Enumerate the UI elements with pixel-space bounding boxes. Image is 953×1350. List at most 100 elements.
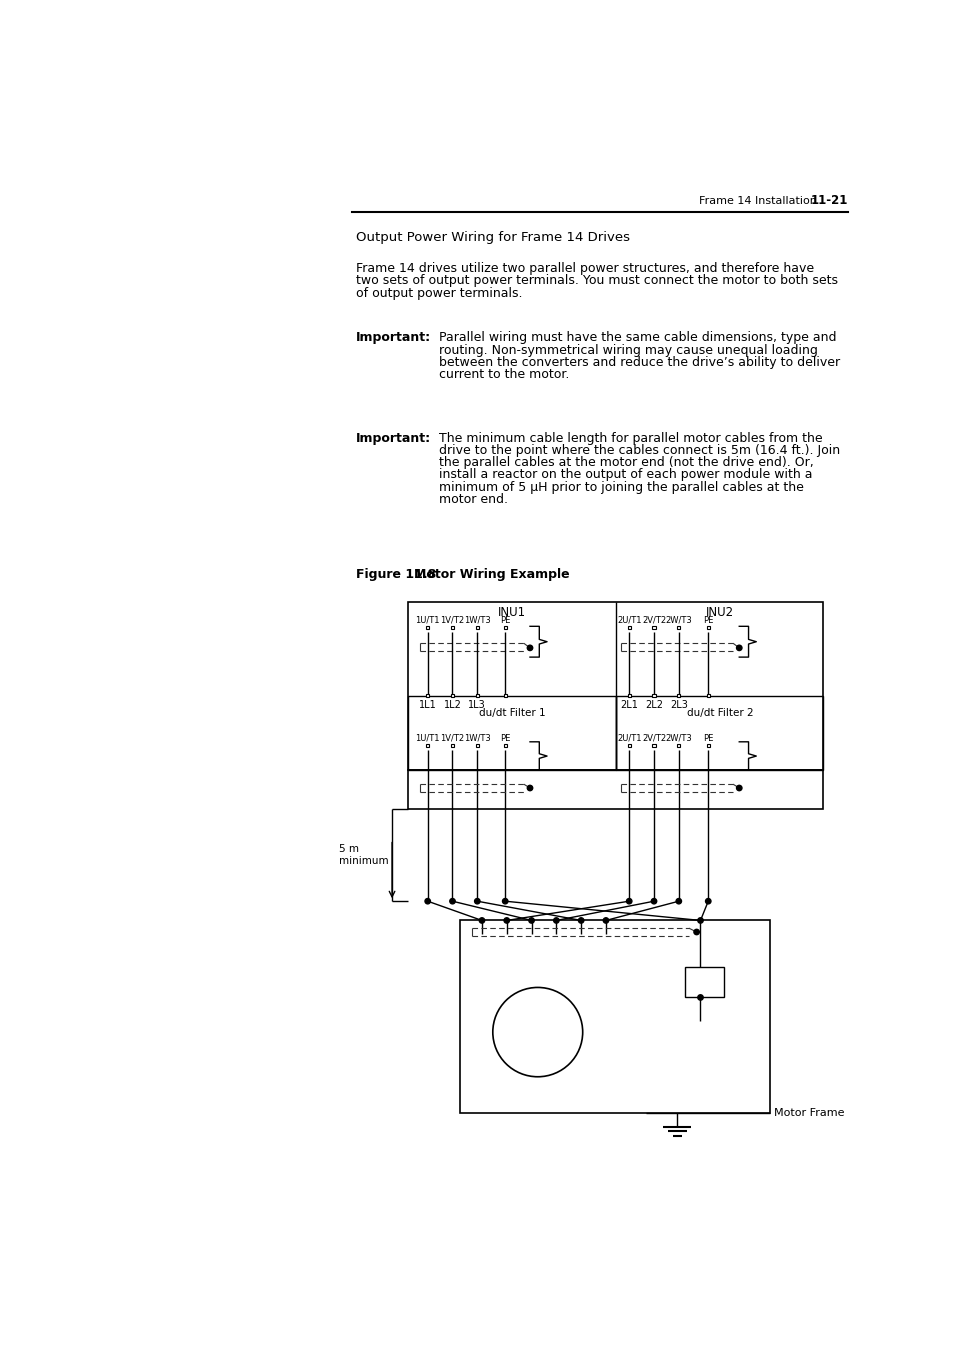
Circle shape: [705, 899, 710, 904]
Bar: [616, 695, 822, 771]
Text: 1U/T1: 1U/T1: [415, 733, 439, 743]
Text: Motor Frame: Motor Frame: [773, 1108, 843, 1118]
Bar: [426, 694, 429, 697]
Bar: [408, 771, 822, 809]
Text: between the converters and reduce the drive’s ability to deliver: between the converters and reduce the dr…: [439, 356, 840, 369]
Bar: [476, 626, 478, 629]
Text: 2U/T1: 2U/T1: [617, 733, 640, 743]
Bar: [503, 744, 506, 747]
Bar: [677, 744, 679, 747]
Text: INU1: INU1: [497, 606, 526, 618]
Text: 2L3: 2L3: [669, 699, 687, 710]
Text: Frame 14 Installation: Frame 14 Installation: [699, 196, 816, 205]
Text: routing. Non-symmetrical wiring may cause unequal loading: routing. Non-symmetrical wiring may caus…: [439, 344, 818, 356]
Bar: [426, 744, 429, 747]
Circle shape: [697, 995, 702, 1000]
Circle shape: [626, 899, 631, 904]
Bar: [426, 626, 429, 629]
Text: INU2: INU2: [705, 606, 733, 618]
Bar: [627, 626, 630, 629]
Bar: [652, 626, 655, 629]
Text: Important:: Important:: [355, 432, 431, 444]
Text: 2L1: 2L1: [619, 699, 638, 710]
Circle shape: [502, 899, 507, 904]
Text: 1L3: 1L3: [468, 699, 486, 710]
Bar: [476, 694, 478, 697]
Text: 1U/T1: 1U/T1: [415, 616, 439, 625]
Text: 2U/T1: 2U/T1: [617, 616, 640, 625]
Text: 2V/T2: 2V/T2: [641, 616, 665, 625]
Bar: [451, 744, 454, 747]
Text: 2L2: 2L2: [644, 699, 662, 710]
Bar: [627, 744, 630, 747]
Text: of output power terminals.: of output power terminals.: [355, 286, 521, 300]
Text: du/dt Filter 2: du/dt Filter 2: [686, 709, 753, 718]
Text: PE: PE: [499, 733, 510, 743]
Circle shape: [736, 645, 741, 651]
Text: 1W/T3: 1W/T3: [463, 733, 490, 743]
Text: 2W/T3: 2W/T3: [665, 616, 692, 625]
Text: 2V/T2: 2V/T2: [641, 733, 665, 743]
Circle shape: [527, 645, 532, 651]
Bar: [706, 694, 709, 697]
Text: The minimum cable length for parallel motor cables from the: The minimum cable length for parallel mo…: [439, 432, 822, 444]
Bar: [706, 626, 709, 629]
Text: Frame 14 drives utilize two parallel power structures, and therefore have: Frame 14 drives utilize two parallel pow…: [355, 262, 813, 275]
Bar: [652, 694, 655, 697]
Circle shape: [736, 786, 741, 791]
Bar: [451, 694, 454, 697]
Circle shape: [503, 918, 509, 923]
Circle shape: [449, 899, 455, 904]
Bar: [459, 921, 769, 1112]
Circle shape: [527, 786, 532, 791]
Circle shape: [493, 987, 582, 1077]
Text: Motor: Motor: [519, 1026, 556, 1038]
Text: two sets of output power terminals. You must connect the motor to both sets: two sets of output power terminals. You …: [355, 274, 837, 288]
Text: Parallel wiring must have the same cable dimensions, type and: Parallel wiring must have the same cable…: [439, 331, 836, 344]
Circle shape: [553, 918, 558, 923]
Text: 1V/T2: 1V/T2: [440, 733, 464, 743]
Bar: [503, 694, 506, 697]
Text: install a reactor on the output of each power module with a: install a reactor on the output of each …: [439, 468, 812, 482]
Text: PE: PE: [499, 616, 510, 625]
Bar: [503, 626, 506, 629]
Bar: [677, 694, 679, 697]
Text: Figure 11.8: Figure 11.8: [355, 568, 436, 580]
Text: drive to the point where the cables connect is 5m (16.4 ft.). Join: drive to the point where the cables conn…: [439, 444, 840, 456]
Circle shape: [474, 899, 479, 904]
Circle shape: [578, 918, 583, 923]
Text: PE: PE: [702, 733, 713, 743]
Circle shape: [424, 899, 430, 904]
Bar: [652, 744, 655, 747]
Text: 11-21: 11-21: [809, 194, 847, 207]
Circle shape: [528, 918, 534, 923]
Bar: [677, 626, 679, 629]
Text: Important:: Important:: [355, 331, 431, 344]
Circle shape: [697, 918, 702, 923]
Bar: [706, 744, 709, 747]
Text: the parallel cables at the motor end (not the drive end). Or,: the parallel cables at the motor end (no…: [439, 456, 813, 470]
Bar: [684, 967, 723, 998]
Text: 1L1: 1L1: [418, 699, 436, 710]
Text: du/dt Filter 1: du/dt Filter 1: [478, 709, 545, 718]
Text: 1W/T3: 1W/T3: [463, 616, 490, 625]
Circle shape: [478, 918, 484, 923]
Text: motor end.: motor end.: [439, 493, 508, 506]
Circle shape: [602, 918, 608, 923]
Circle shape: [651, 899, 656, 904]
Text: PE: PE: [702, 616, 713, 625]
Text: 5 m
minimum: 5 m minimum: [338, 844, 388, 865]
Text: 2W/T3: 2W/T3: [665, 733, 692, 743]
Bar: [451, 626, 454, 629]
Circle shape: [676, 899, 680, 904]
Text: 1L2: 1L2: [443, 699, 461, 710]
Text: 1V/T2: 1V/T2: [440, 616, 464, 625]
Text: current to the motor.: current to the motor.: [439, 369, 569, 381]
Bar: [408, 695, 616, 771]
Circle shape: [693, 929, 699, 934]
Bar: [408, 602, 822, 771]
Bar: [627, 694, 630, 697]
Text: minimum of 5 μH prior to joining the parallel cables at the: minimum of 5 μH prior to joining the par…: [439, 481, 803, 494]
Text: Motor Wiring Example: Motor Wiring Example: [414, 568, 569, 580]
Text: Output Power Wiring for Frame 14 Drives: Output Power Wiring for Frame 14 Drives: [355, 231, 629, 244]
